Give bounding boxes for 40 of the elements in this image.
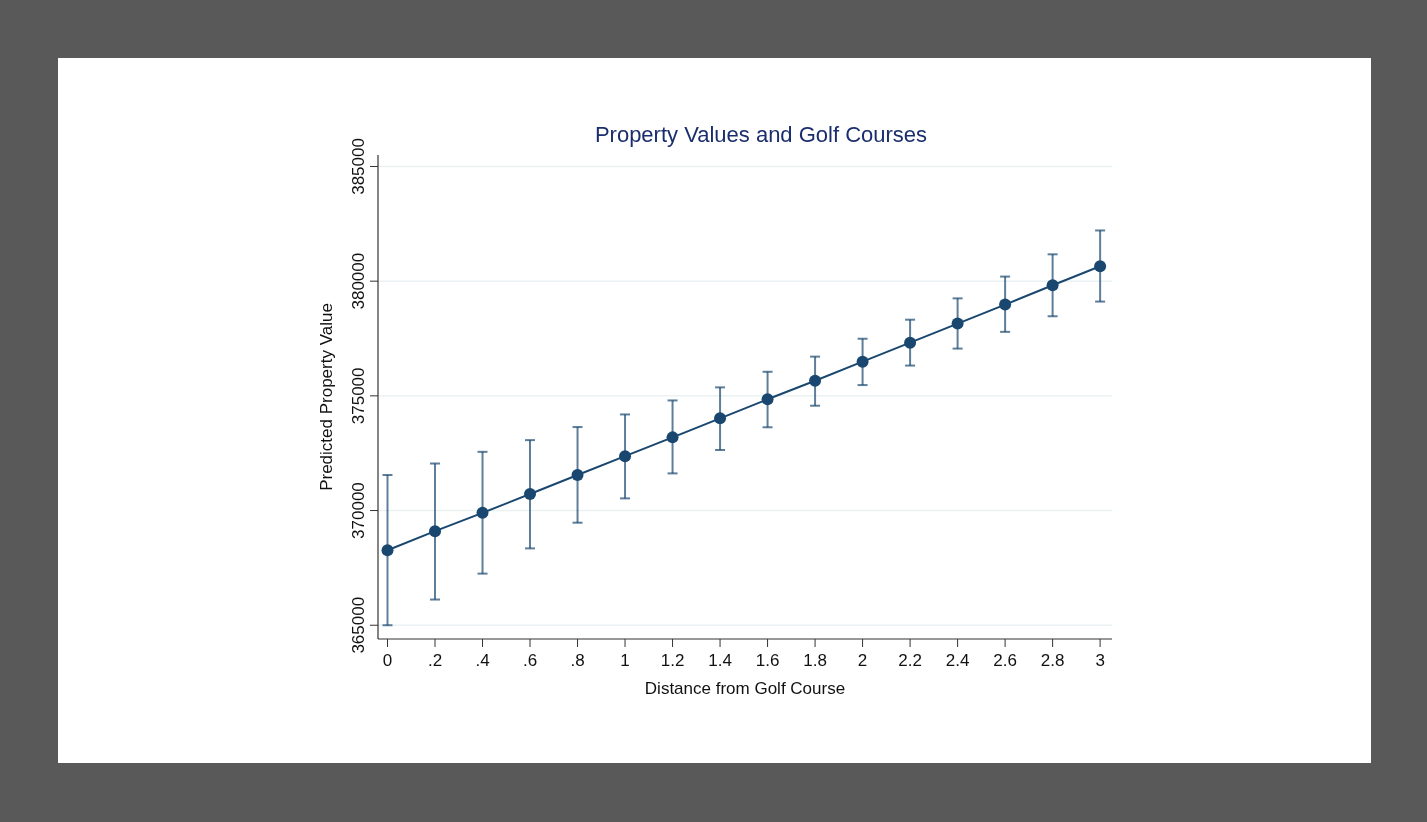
y-tick-label: 375000	[349, 367, 368, 425]
point	[1094, 260, 1107, 273]
point	[856, 355, 869, 368]
point	[904, 336, 917, 349]
y-axis-title: Predicted Property Value	[317, 303, 336, 491]
x-tick-label: 2.8	[1040, 651, 1065, 670]
x-tick-label: .2	[427, 651, 443, 670]
x-tick-label: 1.2	[660, 651, 685, 670]
point	[619, 450, 632, 463]
chart-title: Property Values and Golf Courses	[594, 122, 928, 147]
y-tick-label: 370000	[349, 482, 368, 539]
x-tick-label: 1	[620, 651, 630, 670]
x-axis-title: Distance from Golf Course	[644, 679, 846, 698]
y-tick-label: 365000	[349, 596, 368, 654]
x-tick-label: 1.6	[755, 651, 780, 670]
point	[999, 298, 1012, 311]
y-tick-label: 380000	[349, 252, 368, 310]
x-tick-label: .8	[570, 651, 585, 670]
x-tick-label: 1.4	[708, 651, 732, 670]
x-tick-label: 3	[1095, 651, 1105, 670]
point	[571, 468, 584, 481]
point	[761, 393, 774, 406]
point	[809, 374, 822, 387]
point	[714, 412, 727, 425]
point	[476, 506, 489, 519]
x-tick-label: 1.8	[803, 651, 827, 670]
x-tick-label: .4	[475, 651, 490, 670]
point	[381, 544, 394, 557]
x-tick-label: 2.4	[945, 651, 970, 670]
x-tick-label: .6	[522, 651, 538, 670]
point	[524, 488, 537, 501]
x-tick-label: 2.6	[993, 651, 1017, 670]
point	[666, 431, 679, 444]
x-tick-label: 2	[857, 651, 868, 670]
point	[429, 525, 442, 538]
point	[951, 317, 964, 330]
x-tick-label: 2.2	[898, 651, 922, 670]
point	[1046, 279, 1059, 292]
x-tick-label: 0	[382, 651, 393, 670]
y-tick-label: 385000	[349, 138, 368, 195]
